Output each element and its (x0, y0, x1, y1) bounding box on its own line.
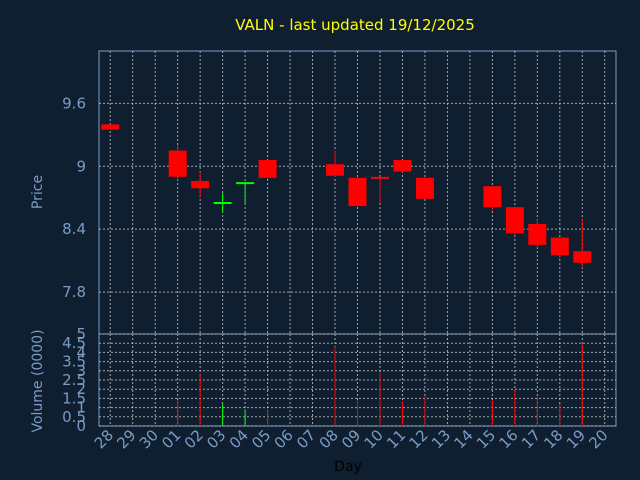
candle-body (573, 251, 592, 263)
candle-body (168, 150, 187, 177)
x-axis-ticks: 2829300102030405060708091011121314151617… (91, 426, 612, 452)
candle-body (393, 160, 412, 172)
volume-tick-label: 0.5 (62, 408, 86, 426)
chart-title: VALN - last updated 19/12/2025 (235, 16, 475, 34)
volume-tick-label: 2.5 (62, 371, 86, 389)
volume-tick-label: 0 (76, 417, 86, 435)
price-tick-label: 9.6 (62, 94, 86, 112)
candle-body (101, 124, 120, 130)
x-axis-title: Day (334, 459, 362, 475)
volume-tick-label: 2 (76, 380, 86, 398)
price-axis-title: Price (30, 175, 46, 209)
candle-body (505, 207, 524, 234)
volume-tick-label: 5 (76, 325, 86, 343)
candles (101, 124, 592, 268)
volume-axis-title: Volume (0000) (30, 329, 46, 432)
volume-tick-label: 3.5 (62, 353, 86, 371)
volume-axis-ticks: 00.511.522.533.544.55 (62, 325, 86, 435)
price-tick-label: 8.4 (62, 220, 86, 238)
volume-bars (177, 343, 583, 426)
volume-tick-label: 4 (76, 343, 86, 361)
candle-body (483, 186, 502, 208)
candle-body (348, 177, 367, 207)
x-tick-label: 20 (585, 426, 611, 452)
volume-tick-label: 3 (76, 362, 86, 380)
price-axis-ticks: 9.6 9 8.4 7.8 (62, 94, 86, 301)
price-tick-label: 9 (76, 157, 86, 175)
volume-tick-label: 1.5 (62, 389, 86, 407)
volume-tick-label: 1 (76, 399, 86, 417)
candle-body (528, 223, 547, 245)
price-tick-label: 7.8 (62, 283, 86, 301)
candle-body (326, 164, 345, 176)
volume-tick-label: 4.5 (62, 334, 86, 352)
candle-body (191, 180, 210, 189)
candle-body (415, 177, 434, 199)
candle-body (550, 237, 569, 256)
candle-body (258, 160, 277, 178)
